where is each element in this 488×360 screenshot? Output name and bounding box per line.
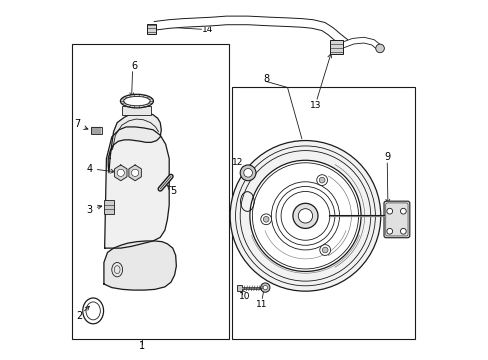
Polygon shape [129, 165, 141, 181]
Circle shape [386, 208, 392, 214]
Bar [237, 285, 241, 291]
Bar [146, 24, 156, 35]
Circle shape [375, 44, 384, 53]
Circle shape [249, 160, 360, 271]
Text: 6: 6 [131, 61, 137, 71]
Ellipse shape [120, 94, 153, 108]
Polygon shape [114, 165, 127, 181]
Circle shape [117, 169, 124, 176]
Circle shape [319, 245, 330, 255]
Text: 13: 13 [309, 101, 321, 110]
Text: 3: 3 [86, 206, 92, 216]
Bar [231, 87, 414, 338]
Polygon shape [154, 16, 347, 46]
Text: 4: 4 [86, 164, 92, 174]
Text: 5: 5 [170, 186, 176, 197]
Circle shape [292, 203, 317, 228]
FancyBboxPatch shape [383, 201, 409, 238]
Bar [72, 44, 229, 338]
Text: 10: 10 [238, 292, 250, 301]
Circle shape [263, 216, 268, 222]
Text: 11: 11 [255, 300, 267, 309]
Polygon shape [342, 37, 379, 49]
Bar [122, 107, 151, 116]
Text: 8: 8 [263, 74, 268, 84]
Circle shape [260, 214, 271, 225]
Circle shape [244, 168, 252, 177]
Text: 12: 12 [231, 158, 243, 167]
Text: 9: 9 [384, 152, 389, 162]
Circle shape [400, 228, 406, 234]
Circle shape [322, 247, 327, 253]
Polygon shape [104, 127, 169, 248]
Polygon shape [104, 241, 176, 290]
Circle shape [263, 285, 267, 290]
Circle shape [298, 209, 312, 223]
Circle shape [260, 283, 269, 292]
Circle shape [319, 177, 325, 183]
Text: 1: 1 [139, 341, 145, 351]
Text: 7: 7 [75, 119, 81, 129]
Circle shape [316, 175, 327, 185]
Circle shape [230, 140, 380, 291]
Circle shape [400, 208, 406, 214]
Bar [329, 40, 343, 54]
Polygon shape [108, 112, 161, 173]
Ellipse shape [123, 96, 150, 106]
Circle shape [131, 169, 139, 176]
Circle shape [240, 165, 255, 181]
Circle shape [386, 228, 392, 234]
Text: 14: 14 [202, 25, 213, 34]
Bar [91, 127, 102, 134]
Text: 2: 2 [76, 311, 82, 320]
Bar [104, 200, 114, 214]
